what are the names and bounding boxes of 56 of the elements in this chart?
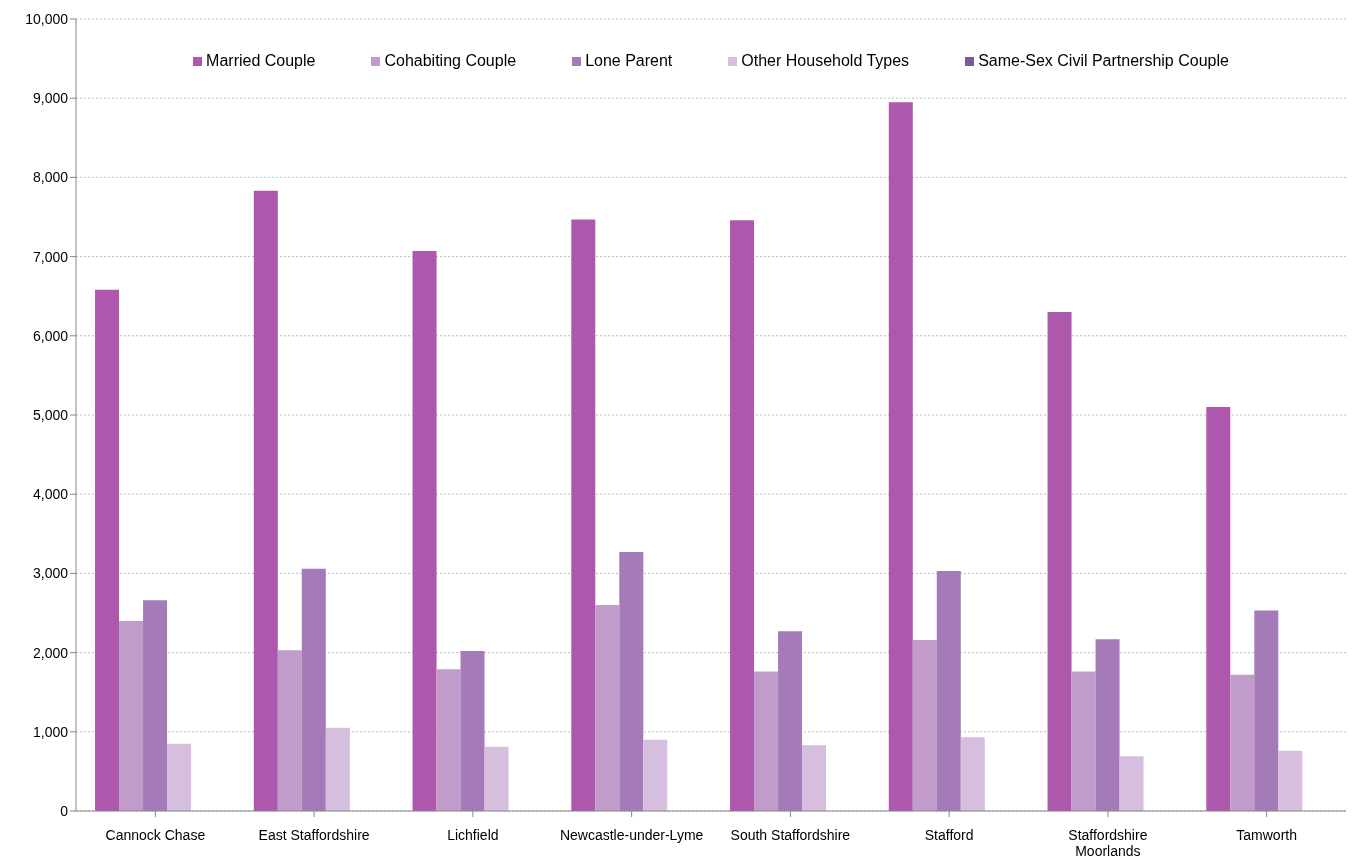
y-tick-label: 6,000 [32, 327, 69, 344]
bar [460, 651, 485, 811]
bar [1071, 671, 1096, 811]
bar [167, 743, 192, 811]
y-tick-label: 2,000 [32, 644, 69, 661]
bar [412, 251, 437, 811]
bar [643, 739, 668, 811]
legend-label: Same-Sex Civil Partnership Couple [978, 52, 1229, 70]
bar [1278, 750, 1303, 811]
bar [95, 289, 120, 811]
bar [571, 219, 596, 811]
bar [778, 631, 803, 811]
bar [1119, 756, 1144, 811]
y-tick-label: 3,000 [32, 565, 69, 582]
x-tick-label: Lichfield [447, 826, 499, 843]
legend-label: Other Household Types [741, 52, 910, 70]
y-tick-label: 10,000 [25, 10, 69, 27]
bar [436, 669, 461, 811]
bar [936, 571, 961, 811]
bar [888, 102, 913, 811]
bar [253, 190, 278, 811]
x-tick-label: Tamworth [1236, 826, 1297, 843]
bar [730, 220, 755, 811]
x-tick-label: Staffordshire Moorlands [1068, 826, 1148, 857]
bar [960, 737, 985, 811]
bar [1230, 674, 1255, 811]
x-tick-label: Newcastle-under-Lyme [559, 826, 704, 843]
bar [912, 639, 937, 811]
y-tick-label: 8,000 [32, 169, 69, 186]
y-tick-label: 1,000 [32, 723, 69, 740]
bar [595, 605, 620, 811]
y-tick-label: 4,000 [32, 486, 69, 503]
x-tick-label: Stafford [924, 826, 974, 843]
x-tick-label: Cannock Chase [105, 826, 206, 843]
bar [277, 650, 302, 811]
y-tick-label: 0 [60, 802, 69, 819]
bar [1254, 610, 1279, 811]
y-tick-label: 9,000 [32, 90, 69, 107]
bar [143, 600, 168, 811]
y-tick-label: 7,000 [32, 248, 69, 265]
bar [484, 746, 509, 811]
bar [754, 671, 779, 811]
bar [325, 727, 350, 811]
bar [119, 620, 144, 811]
legend-label: Cohabiting Couple [384, 52, 517, 70]
legend-label: Married Couple [206, 52, 316, 70]
bar [1047, 312, 1072, 811]
bar [1095, 639, 1120, 811]
bar [1206, 407, 1231, 811]
x-tick-label: East Staffordshire [258, 826, 370, 843]
x-tick-label: South Staffordshire [730, 826, 851, 843]
bar [301, 568, 326, 811]
y-tick-label: 5,000 [32, 406, 69, 423]
bar [802, 745, 827, 811]
legend-label: Lone Parent [585, 52, 673, 70]
bar [619, 552, 644, 811]
